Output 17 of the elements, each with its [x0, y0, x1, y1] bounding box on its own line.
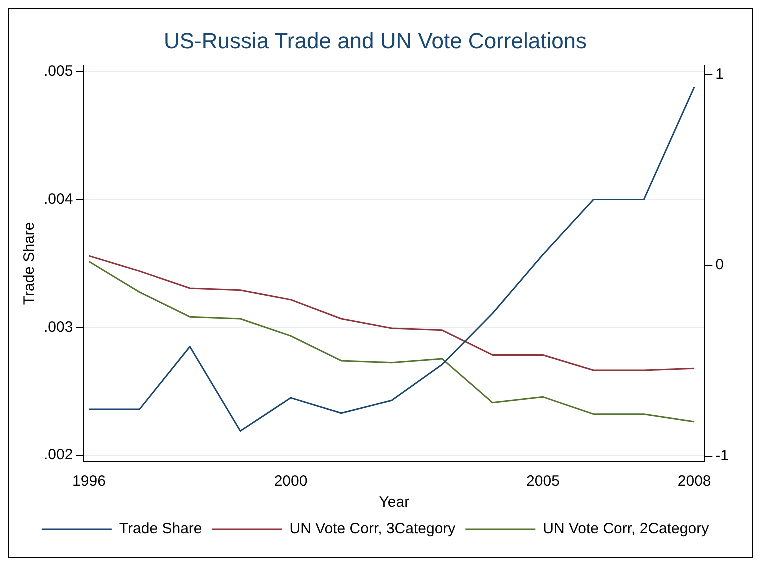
y2-tick-label: 0: [716, 256, 724, 274]
x-tick-label: 2005: [526, 473, 560, 490]
legend-label: Trade Share: [119, 520, 202, 538]
y-tick-label: .003: [44, 318, 74, 336]
y2-tick-label: -1: [716, 447, 730, 464]
y2-tick-label: 1: [716, 66, 724, 84]
x-tick-label: 2000: [274, 473, 308, 490]
chart-title: US-Russia Trade and UN Vote Correlations: [164, 28, 588, 54]
y-tick-label: .002: [44, 446, 74, 464]
y-tick-label: .005: [44, 62, 74, 80]
y-tick-label: .004: [44, 190, 74, 208]
y-axis-title: Trade Share: [21, 222, 38, 306]
x-axis-title: Year: [379, 494, 410, 512]
legend-label: UN Vote Corr, 3Category: [290, 520, 456, 538]
legend-label: UN Vote Corr, 2Category: [543, 520, 710, 538]
x-tick-label: 1996: [72, 473, 106, 490]
x-tick-label: 2008: [678, 473, 712, 490]
